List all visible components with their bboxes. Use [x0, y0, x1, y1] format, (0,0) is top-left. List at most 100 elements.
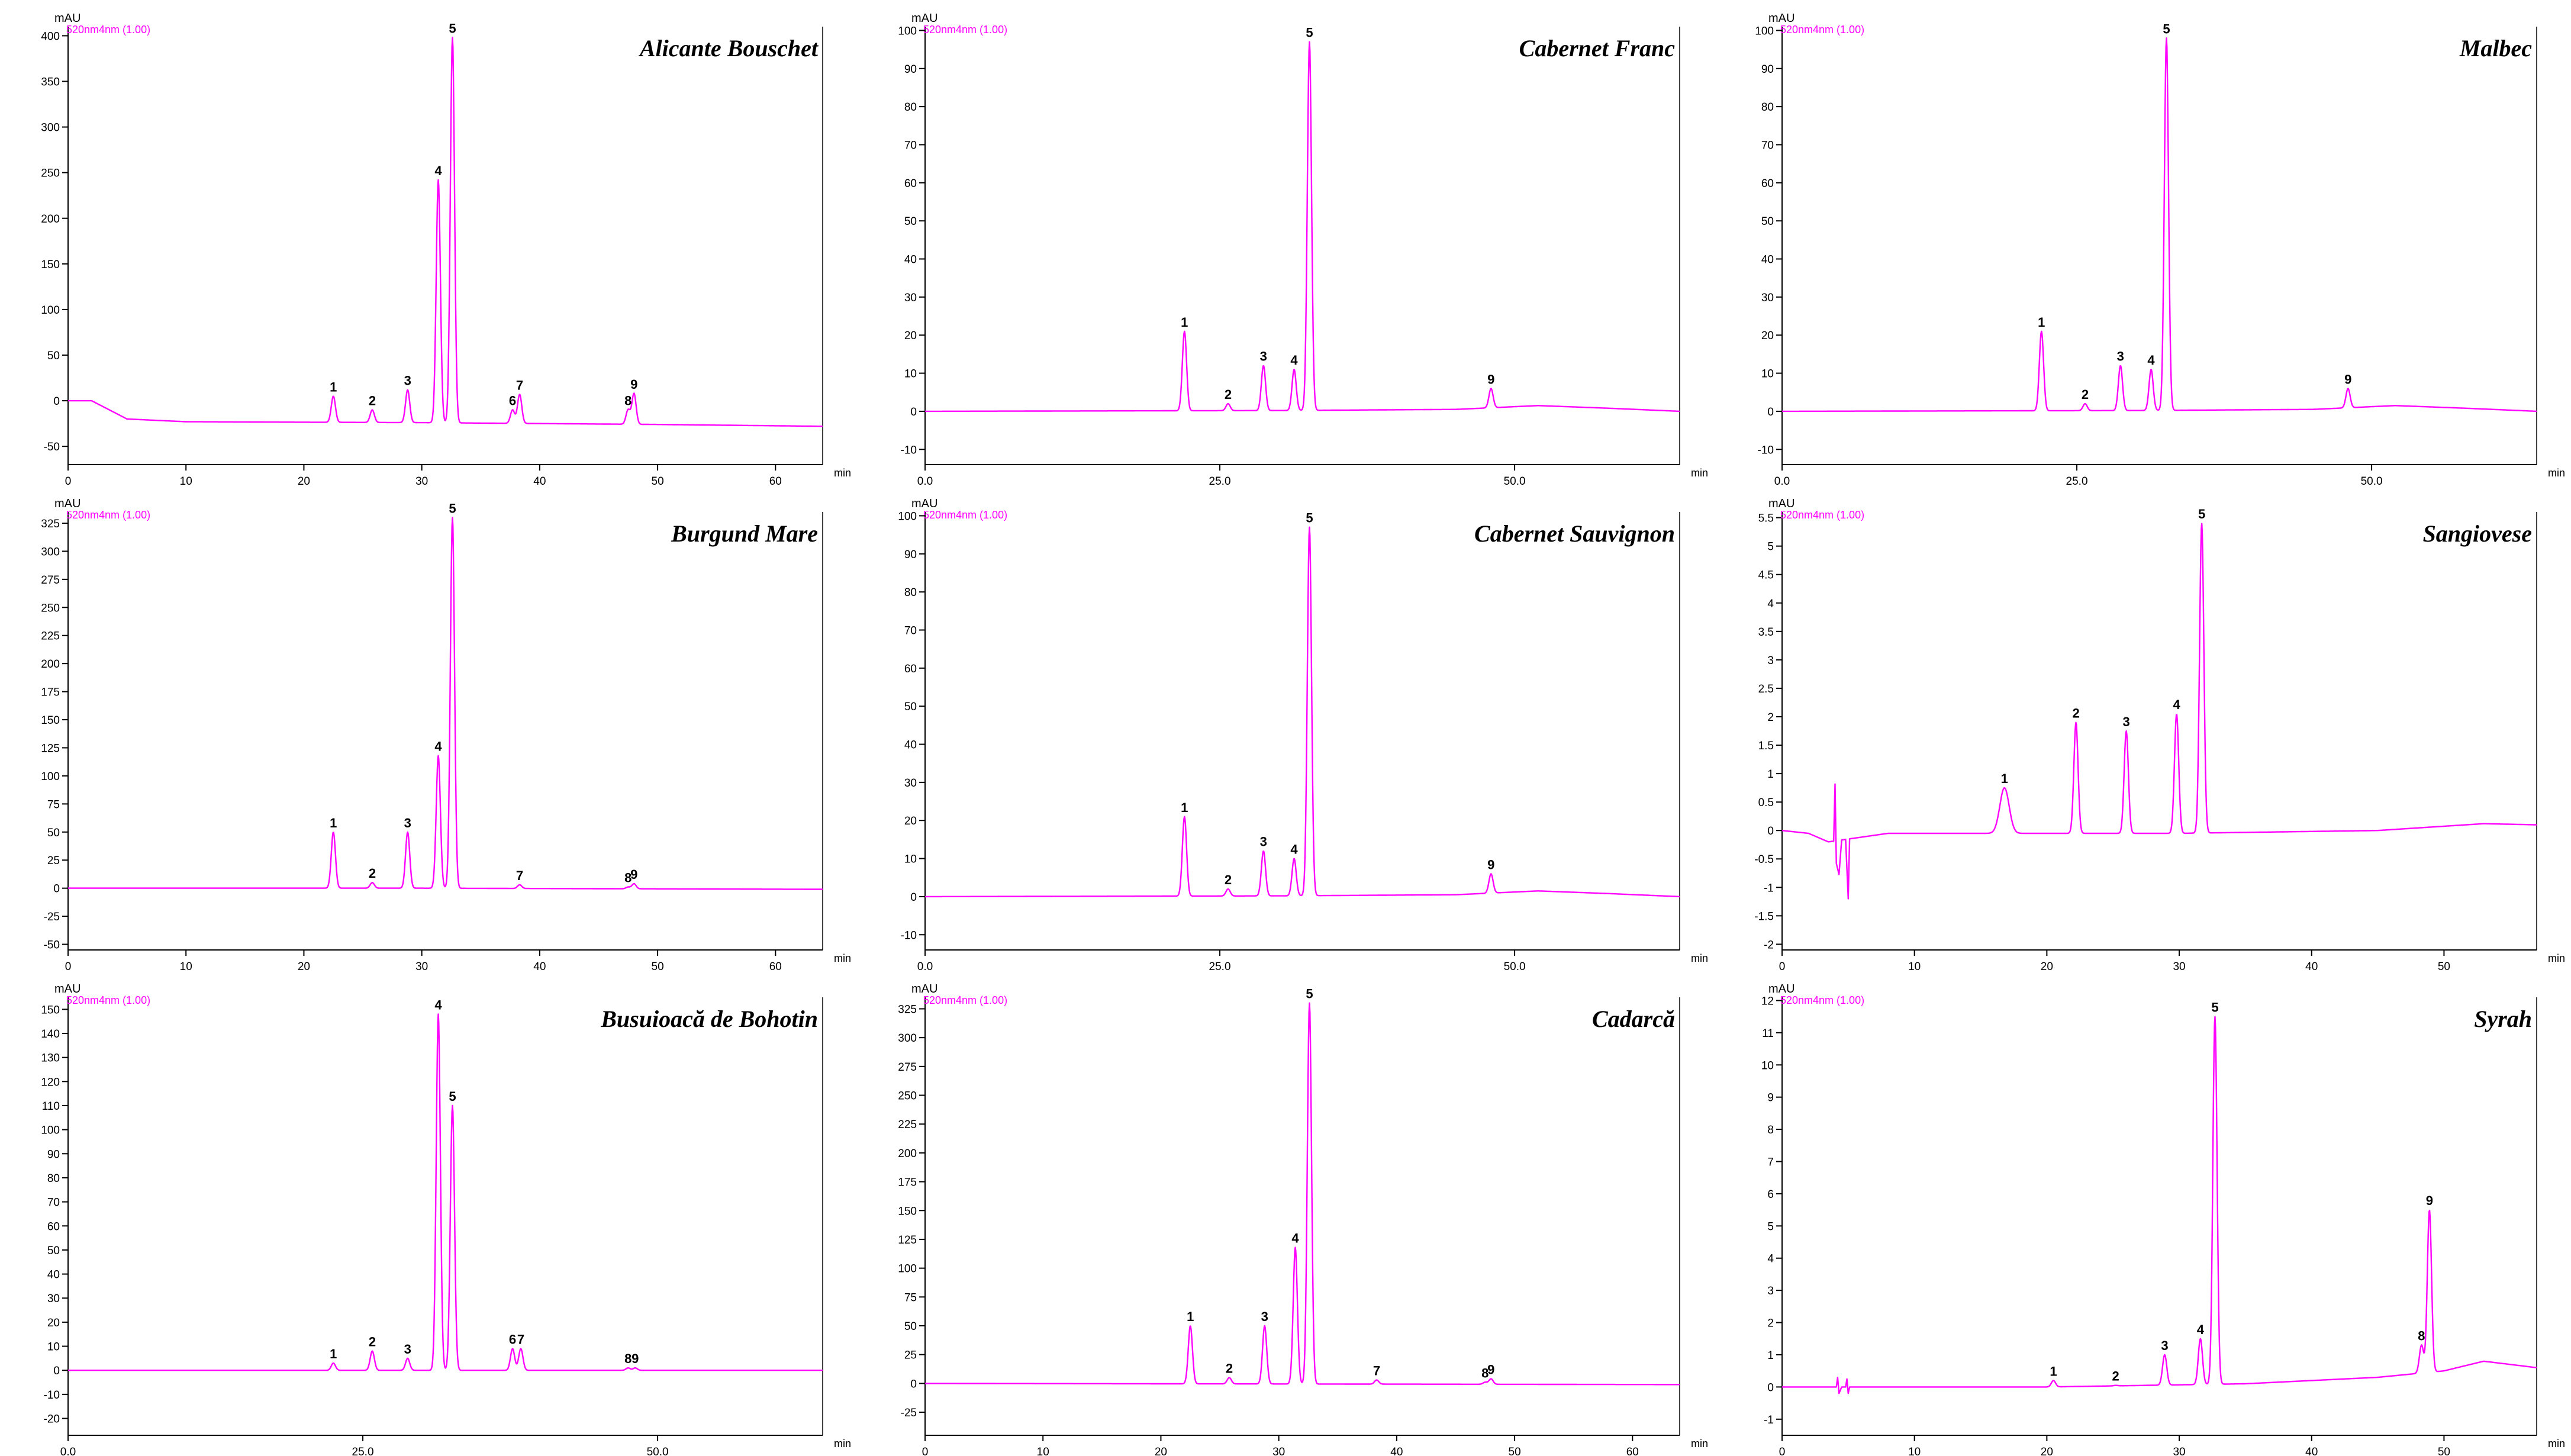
y-tick-label: 0 — [53, 1365, 60, 1377]
x-tick-label: 10 — [180, 961, 192, 973]
y-tick-label: 3 — [1767, 1285, 1774, 1297]
chromatogram-trace — [924, 1002, 1680, 1386]
panel-title: Malbec — [2459, 35, 2532, 62]
y-tick-label: 90 — [904, 549, 917, 561]
x-tick-label: 30 — [415, 475, 428, 488]
y-tick-label: 100 — [898, 1263, 917, 1275]
peak-label: 1 — [1181, 315, 1188, 330]
y-tick-label: 150 — [898, 1205, 917, 1217]
y-tick-label: 0 — [1767, 825, 1774, 837]
x-tick-label: 40 — [533, 475, 546, 488]
peak-label: 6 — [509, 394, 516, 408]
y-axis-unit: mAU — [1768, 12, 1795, 25]
y-tick-label: 0 — [910, 406, 917, 418]
y-axis-unit: mAU — [1768, 983, 1795, 996]
x-tick-label: 50 — [652, 475, 664, 488]
y-tick-label: 175 — [898, 1177, 917, 1189]
y-tick-label: -50 — [44, 939, 60, 952]
y-tick-label: 20 — [1761, 330, 1774, 342]
x-tick-label: 50.0 — [647, 1446, 669, 1456]
y-tick-label: 1.5 — [1758, 740, 1774, 752]
y-tick-label: 50 — [904, 215, 917, 228]
x-axis-unit: min — [833, 467, 851, 479]
peak-label: 4 — [434, 739, 442, 754]
panel-title: Cabernet Franc — [1519, 35, 1675, 62]
chromatogram-panel: -50 0 50 100 150 200 250 300 350 400 0 10 20 30 40 50 60… — [0, 0, 857, 488]
peak-label: 8 — [624, 1351, 632, 1366]
detector-channel: 520nm4nm (1.00) — [66, 994, 151, 1006]
y-tick-label: -1 — [1764, 882, 1774, 894]
y-tick-label: 6 — [1767, 1188, 1774, 1201]
x-tick-label: 60 — [769, 961, 782, 973]
y-tick-label: 80 — [47, 1172, 60, 1185]
chromatogram-panel: -1 0 1 2 3 4 5 6 7 8 9 10 11 12 0 10 20 30 40 50 1 2 3 4 5 8 9 Syra… — [1714, 971, 2571, 1456]
peak-label: 8 — [2418, 1329, 2425, 1344]
peak-label: 2 — [1225, 387, 1232, 402]
y-tick-label: 400 — [41, 30, 60, 43]
y-tick-label: 125 — [898, 1234, 917, 1246]
y-axis-unit: mAU — [911, 12, 938, 25]
chromatogram-panel: -10 0 10 20 30 40 50 60 70 80 90 100 0.0 25.0 50.0 1 2 3 4… — [1714, 0, 2571, 488]
y-tick-label: 70 — [47, 1197, 60, 1209]
y-tick-label: 60 — [904, 178, 917, 190]
y-tick-label: -25 — [44, 911, 60, 923]
y-tick-label: 350 — [41, 76, 60, 89]
peak-label: 5 — [2198, 507, 2205, 521]
x-tick-label: 30 — [2173, 961, 2185, 973]
x-tick-label: 40 — [2305, 961, 2318, 973]
x-tick-label: 10 — [1037, 1446, 1049, 1456]
peak-label: 1 — [1181, 800, 1188, 815]
panel-title: Busuioacă de Bohotin — [601, 1006, 818, 1032]
peak-label: 2 — [369, 1335, 376, 1349]
y-tick-label: 275 — [898, 1061, 917, 1074]
y-axis-unit: mAU — [54, 497, 81, 510]
x-axis-unit: min — [1690, 952, 1708, 964]
detector-channel: 520nm4nm (1.00) — [66, 24, 151, 36]
y-tick-label: -10 — [901, 929, 917, 942]
x-tick-label: 25.0 — [1209, 475, 1231, 488]
chromatogram-trace — [1781, 37, 2537, 413]
panel-title: Alicante Bouschet — [639, 35, 818, 62]
peak-label: 9 — [630, 377, 637, 392]
x-tick-label: 20 — [298, 475, 310, 488]
x-tick-label: 30 — [1272, 1446, 1285, 1456]
y-tick-label: 60 — [1761, 178, 1774, 190]
peak-label: 9 — [2344, 372, 2351, 386]
peak-label: 2 — [2082, 387, 2089, 402]
y-tick-label: 90 — [47, 1148, 60, 1161]
y-tick-label: -25 — [901, 1407, 917, 1419]
y-tick-label: 50 — [1761, 215, 1774, 228]
peak-label: 7 — [1373, 1364, 1380, 1378]
peak-label: 7 — [516, 868, 523, 883]
peak-label: 2 — [369, 394, 376, 408]
chromatogram-trace — [924, 41, 1680, 413]
peak-label: 1 — [1187, 1309, 1194, 1324]
y-tick-label: 30 — [1761, 292, 1774, 304]
y-axis-unit: mAU — [911, 497, 938, 510]
y-tick-label: 20 — [904, 330, 917, 342]
peak-label: 5 — [1306, 511, 1313, 526]
peak-label: 2 — [1226, 1361, 1233, 1376]
x-tick-label: 50.0 — [2361, 475, 2383, 488]
y-tick-label: 70 — [904, 624, 917, 637]
peak-label: 3 — [1261, 1309, 1268, 1324]
y-axis-unit: mAU — [911, 983, 938, 996]
y-tick-label: 8 — [1767, 1124, 1774, 1136]
y-tick-label: 125 — [41, 742, 60, 755]
peak-label: 3 — [404, 816, 411, 830]
peak-label: 2 — [2112, 1369, 2119, 1384]
peak-label: 9 — [1487, 1362, 1494, 1377]
detector-channel: 520nm4nm (1.00) — [1780, 994, 1865, 1006]
x-axis-unit: min — [1690, 1438, 1708, 1449]
y-tick-label: 80 — [904, 587, 917, 599]
peak-label: 5 — [1306, 987, 1313, 1001]
peak-label: 2 — [2072, 706, 2079, 721]
y-tick-label: 4 — [1767, 598, 1774, 610]
chromatogram-svg: -10 0 10 20 30 40 50 60 70 80 90 100 0.0 25.0 50.0 1 2 3 4… — [898, 25, 1680, 488]
y-tick-label: 60 — [47, 1220, 60, 1233]
x-tick-label: 25.0 — [2066, 475, 2088, 488]
x-tick-label: 50 — [2438, 961, 2450, 973]
peak-label: 4 — [2173, 697, 2180, 712]
y-tick-label: 10 — [1761, 368, 1774, 381]
detector-channel: 520nm4nm (1.00) — [923, 509, 1008, 521]
